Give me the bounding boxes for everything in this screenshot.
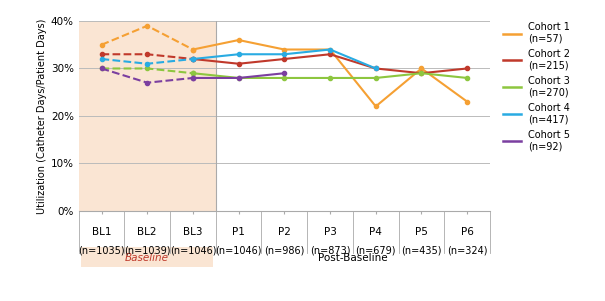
Text: Baseline: Baseline <box>125 253 169 263</box>
Y-axis label: Utilization (Catheter Days/Patient Days): Utilization (Catheter Days/Patient Days) <box>37 18 47 214</box>
Text: P3: P3 <box>324 227 336 237</box>
Text: P2: P2 <box>278 227 291 237</box>
Text: P4: P4 <box>369 227 382 237</box>
Text: (n=986): (n=986) <box>264 245 304 255</box>
Legend: Cohort 1
(n=57), Cohort 2
(n=215), Cohort 3
(n=270), Cohort 4
(n=417), Cohort 5
: Cohort 1 (n=57), Cohort 2 (n=215), Cohor… <box>503 22 571 151</box>
Text: P1: P1 <box>232 227 245 237</box>
Text: BL3: BL3 <box>183 227 203 237</box>
Text: (n=873): (n=873) <box>310 245 350 255</box>
Text: (n=1035): (n=1035) <box>78 245 125 255</box>
Text: P5: P5 <box>415 227 428 237</box>
Text: BL1: BL1 <box>92 227 111 237</box>
Text: (n=435): (n=435) <box>401 245 442 255</box>
Text: (n=1046): (n=1046) <box>215 245 262 255</box>
Bar <box>79 21 216 211</box>
Text: Post-Baseline: Post-Baseline <box>318 253 388 263</box>
Text: P6: P6 <box>461 227 474 237</box>
Text: (n=679): (n=679) <box>356 245 396 255</box>
Text: (n=1039): (n=1039) <box>124 245 171 255</box>
Text: (n=324): (n=324) <box>447 245 488 255</box>
Text: BL2: BL2 <box>137 227 157 237</box>
Text: (n=1046): (n=1046) <box>169 245 216 255</box>
